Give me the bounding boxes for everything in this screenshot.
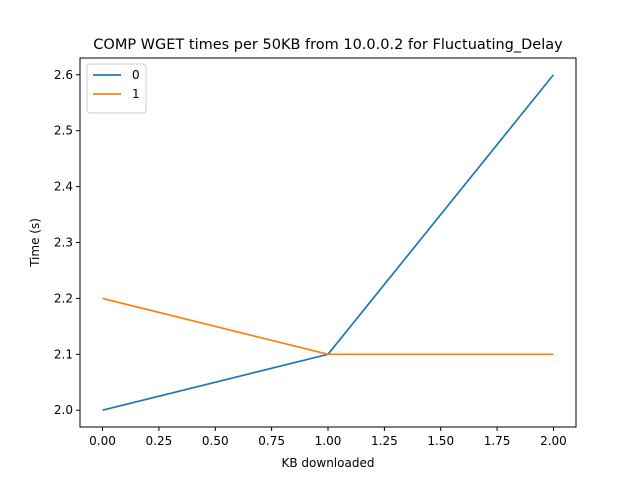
x-tick-label: 0.50 bbox=[202, 434, 229, 448]
y-tick-label: 2.6 bbox=[54, 68, 73, 82]
x-tick-label: 2.00 bbox=[540, 434, 567, 448]
x-tick-label: 0.75 bbox=[258, 434, 285, 448]
x-tick-label: 1.50 bbox=[427, 434, 454, 448]
axes-background bbox=[80, 58, 576, 427]
y-tick-label: 2.2 bbox=[54, 291, 73, 305]
plot-area bbox=[80, 58, 576, 427]
x-axis-label: KB downloaded bbox=[282, 456, 375, 470]
y-axis-ticks: 2.0 2.1 2.2 2.3 2.4 2.5 2.6 bbox=[54, 68, 80, 417]
legend: 01 bbox=[86, 63, 147, 114]
legend-box bbox=[86, 63, 147, 114]
y-tick-label: 2.1 bbox=[54, 347, 73, 361]
chart-title: COMP WGET times per 50KB from 10.0.0.2 f… bbox=[93, 37, 563, 53]
series-lines bbox=[102, 74, 555, 412]
y-tick-label: 2.0 bbox=[54, 403, 73, 417]
x-tick-label: 0.25 bbox=[146, 434, 173, 448]
x-tick-label: 1.00 bbox=[315, 434, 342, 448]
y-tick-label: 2.3 bbox=[54, 236, 73, 250]
legend-label-1: 1 bbox=[132, 87, 140, 101]
legend-label-0: 0 bbox=[132, 68, 140, 82]
x-tick-label: 0.00 bbox=[89, 434, 116, 448]
axes-frame bbox=[79, 57, 577, 428]
x-tick-label: 1.25 bbox=[371, 434, 398, 448]
x-tick-label: 1.75 bbox=[484, 434, 511, 448]
series-line-1 bbox=[102, 297, 554, 356]
y-axis-label: Time (s) bbox=[28, 218, 42, 268]
x-axis-ticks: 0.00 0.25 0.50 0.75 1.00 1.25 1.50 1.75 2.00 bbox=[89, 427, 567, 448]
y-tick-label: 2.4 bbox=[54, 180, 73, 194]
y-tick-label: 2.5 bbox=[54, 124, 73, 138]
